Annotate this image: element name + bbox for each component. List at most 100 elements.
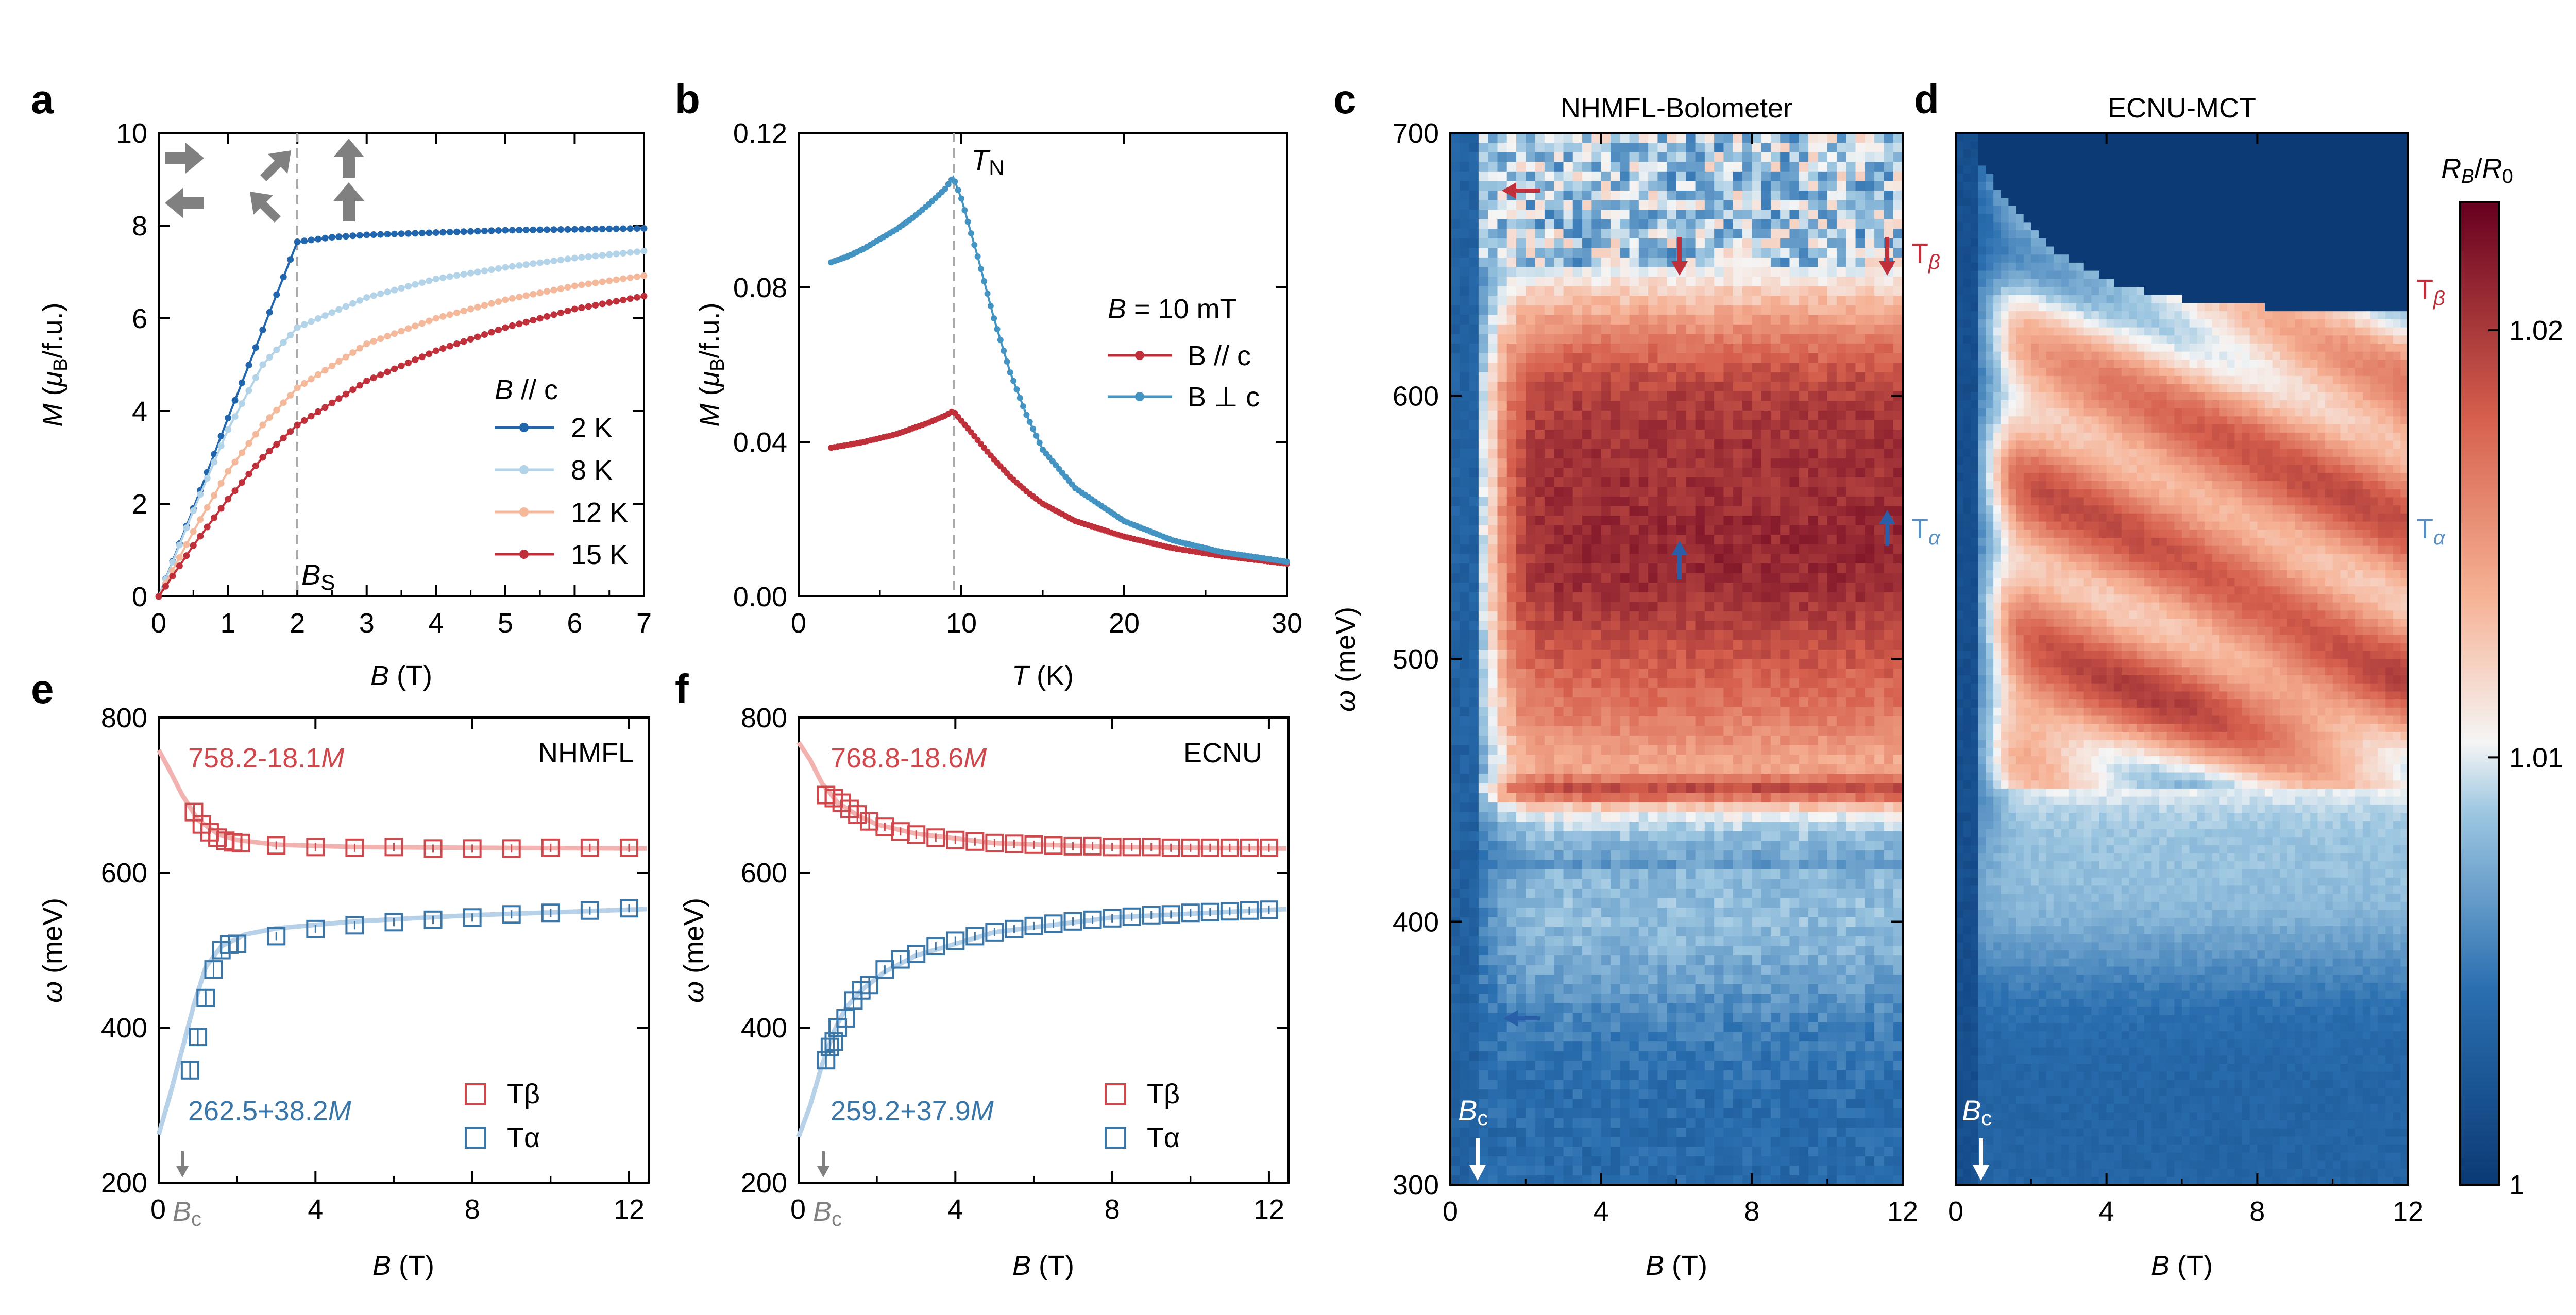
heatmap-cell [1610, 219, 1620, 229]
heatmap-cell [1723, 572, 1734, 583]
ticks-b [798, 132, 1288, 597]
heatmap-cell [1657, 869, 1668, 879]
heatmap-cell [1648, 400, 1658, 411]
heatmap-cell [1554, 965, 1564, 975]
heatmap-cell [1544, 926, 1554, 936]
heatmap-cell [1676, 142, 1686, 152]
heatmap-cell [1638, 1108, 1649, 1118]
data-point [301, 321, 308, 328]
heatmap-cell [1752, 362, 1762, 372]
heatmap-cell [1638, 792, 1649, 803]
heatmap-cell [1591, 372, 1602, 382]
heatmap-cell [1526, 266, 1536, 277]
heatmap-cell [1620, 381, 1630, 391]
heatmap-cell [1554, 419, 1564, 430]
heatmap-cell [1591, 439, 1602, 449]
heatmap-cell [1610, 295, 1620, 305]
heatmap-cell [1516, 1070, 1526, 1080]
heatmap-cell [1591, 745, 1602, 755]
data-point [349, 300, 357, 307]
heatmap-cell [1535, 1041, 1545, 1051]
heatmap-cell [1610, 372, 1620, 382]
data-point [432, 315, 439, 322]
heatmap-cell [1506, 400, 1517, 411]
heatmap-cell [1761, 152, 1771, 162]
heatmap-cell [1554, 773, 1564, 783]
heatmap-cell [1610, 945, 1620, 956]
heatmap-cell [1657, 458, 1668, 468]
heatmap-cell [1610, 1175, 1620, 1185]
heatmap-cell [1780, 314, 1790, 325]
heatmap-cell [1648, 697, 1658, 707]
heatmap-cell [1686, 190, 1696, 200]
data-point [502, 296, 509, 303]
heatmap-cell [1629, 945, 1639, 956]
heatmap-cell [1450, 400, 1460, 411]
heatmap-cell [1676, 831, 1686, 841]
heatmap-cell [1516, 486, 1526, 497]
heatmap-cell [1686, 888, 1696, 898]
heatmap-cell [1591, 1165, 1602, 1176]
heatmap-cell [1478, 1051, 1488, 1061]
heatmap-cell [1676, 458, 1686, 468]
heatmap-cell [1591, 419, 1602, 430]
heatmap-cell [1789, 171, 1800, 181]
heatmap-cell [1526, 926, 1536, 936]
heatmap-cell [1582, 974, 1592, 984]
heatmap-cell [1572, 410, 1583, 420]
x-axis-label-b: T (K) [1012, 660, 1074, 691]
heatmap-cell [1582, 1060, 1592, 1070]
heatmap-cell [1450, 850, 1460, 860]
heatmap-cell [1808, 840, 1818, 850]
heatmap-cell [1506, 410, 1517, 420]
heatmap-cell [1723, 496, 1734, 506]
heatmap-cell [1686, 955, 1696, 965]
heatmap-cell [1544, 314, 1554, 325]
heatmap-cell [1591, 725, 1602, 736]
heatmap-cell [1497, 582, 1507, 592]
heatmap-cell [1526, 611, 1536, 621]
data-point [301, 380, 308, 387]
heatmap-cell [1497, 945, 1507, 956]
heatmap-cell [1648, 630, 1658, 640]
heatmap-cell [1752, 439, 1762, 449]
heatmap-cell [1742, 783, 1752, 793]
heatmap-cell [1695, 1127, 1705, 1137]
y-tick-label: 0.04 [733, 427, 787, 458]
heatmap-cell [1450, 735, 1460, 745]
heatmap-cell [1620, 783, 1630, 793]
heatmap-cell [1714, 735, 1724, 745]
heatmap-cell [1563, 1165, 1573, 1176]
heatmap-cell [1582, 209, 1592, 219]
heatmap-cell [1582, 439, 1592, 449]
heatmap-cell [1638, 448, 1649, 458]
heatmap-cell [1676, 400, 1686, 411]
heatmap-cell [1752, 343, 1762, 353]
heatmap-cell [1506, 859, 1517, 869]
heatmap-cell [1601, 1022, 1611, 1032]
heatmap-cell [1667, 534, 1677, 544]
heatmap-cell [1620, 391, 1630, 401]
heatmap-cell [1601, 314, 1611, 325]
heatmap-cell [1488, 458, 1498, 468]
heatmap-cell [1450, 228, 1460, 238]
heatmap-cell [1780, 888, 1790, 898]
heatmap-cell [1667, 1060, 1677, 1070]
heatmap-cell [1572, 352, 1583, 363]
heatmap-cell [1638, 400, 1649, 411]
heatmap-cell [1695, 716, 1705, 726]
heatmap-cell [1667, 372, 1677, 382]
heatmap-cell [1686, 496, 1696, 506]
heatmap-cell [1638, 735, 1649, 745]
heatmap-cell [1676, 1003, 1686, 1013]
heatmap-cell [1506, 544, 1517, 554]
heatmap-cell [1450, 1070, 1460, 1080]
heatmap-cell [1544, 257, 1554, 267]
heatmap-cell [1676, 945, 1686, 956]
heatmap-cell [1460, 534, 1470, 544]
heatmap-cell [1714, 620, 1724, 630]
heatmap-cell [1497, 534, 1507, 544]
heatmap-cell [1554, 1146, 1564, 1156]
heatmap-cell [1582, 630, 1592, 640]
heatmap-cell [1695, 1003, 1705, 1013]
